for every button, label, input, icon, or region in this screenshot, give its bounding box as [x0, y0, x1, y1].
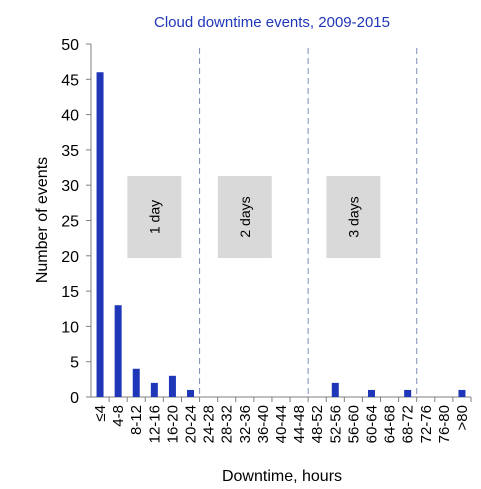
bar	[150, 382, 158, 397]
y-tick-label: 45	[61, 72, 79, 89]
x-tick-label: 8-12	[128, 405, 145, 435]
y-tick-label: 5	[70, 355, 79, 372]
y-axis-label: Number of events	[34, 157, 51, 283]
y-tick-label: 30	[61, 178, 79, 195]
x-tick-label: 20-24	[183, 405, 200, 443]
bar	[132, 368, 140, 397]
x-tick-label: 76-80	[436, 405, 453, 443]
annotation-box	[127, 176, 182, 258]
x-tick-label: 24-28	[201, 405, 218, 443]
x-tick-label: 72-76	[418, 405, 435, 443]
annotation-label: 1 day	[146, 200, 162, 234]
y-tick-label: 0	[70, 390, 79, 407]
chart-title: Cloud downtime events, 2009-2015	[154, 14, 390, 31]
x-tick-label: 4-8	[110, 405, 127, 427]
x-tick-label: 40-44	[273, 405, 290, 443]
x-tick-label: >80	[454, 405, 471, 430]
bar	[114, 305, 122, 397]
x-tick-label: 68-72	[400, 405, 417, 443]
y-tick-label: 20	[61, 249, 79, 266]
y-tick-label: 40	[61, 108, 79, 125]
x-tick-label: 52-56	[327, 405, 344, 443]
annotation-box	[326, 176, 381, 258]
bar	[96, 72, 104, 398]
x-tick-label: 64-68	[382, 405, 399, 443]
x-tick-label: 56-60	[345, 405, 362, 443]
x-tick-label: 16-20	[164, 405, 181, 443]
y-tick-label: 35	[61, 143, 79, 160]
x-axis-label: Downtime, hours	[222, 468, 342, 485]
bar	[187, 389, 195, 397]
annotation-box	[217, 176, 272, 258]
x-tick-label: 12-16	[146, 405, 163, 443]
y-tick-label: 10	[61, 319, 79, 336]
annotation-label: 2 days	[237, 196, 253, 237]
x-tick-label: 60-64	[363, 405, 380, 443]
x-tick-label: 44-48	[291, 405, 308, 443]
bar	[331, 382, 339, 397]
x-tick-label: 28-32	[219, 405, 236, 443]
bar	[404, 389, 412, 397]
x-tick-label: 36-40	[255, 405, 272, 443]
bar	[168, 375, 176, 397]
y-tick-label: 15	[61, 284, 79, 301]
y-tick-label: 25	[61, 214, 79, 231]
bar	[367, 389, 375, 397]
bar	[458, 389, 466, 397]
y-tick-label: 50	[61, 37, 79, 54]
x-tick-label: ≤4	[92, 405, 109, 422]
annotation-label: 3 days	[345, 196, 361, 237]
x-tick-label: 48-52	[309, 405, 326, 443]
x-tick-label: 32-36	[237, 405, 254, 443]
